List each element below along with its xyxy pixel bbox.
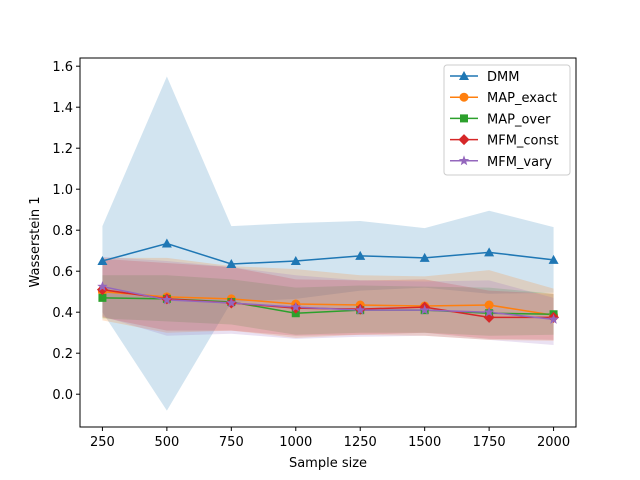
x-tick-label: 250 (90, 435, 115, 450)
mfm-vary-point (161, 294, 173, 305)
x-axis-ticks: 250 500 750 1000 1250 1500 1750 2000 (90, 427, 570, 450)
mfm-vary-point (97, 281, 108, 292)
dmm-point (226, 259, 237, 269)
y-tick-label: 0.8 (52, 224, 73, 239)
series-lines (102, 242, 554, 321)
map-over-point (98, 293, 107, 302)
legend-map-over-marker (460, 114, 468, 123)
legend-box (443, 64, 571, 176)
legend-map-exact-label: MAP_exact (487, 91, 557, 106)
y-tick-label: 1.2 (52, 142, 73, 157)
y-tick-label: 0.4 (52, 306, 73, 321)
legend-mfm-vary-marker (458, 155, 470, 166)
x-tick-label: 1250 (344, 435, 377, 450)
mfm-const-band (102, 258, 554, 340)
map-exact-line (102, 290, 554, 317)
plot-frame (79, 57, 577, 428)
legend-mfm-const-marker (458, 134, 470, 146)
mfm-vary-point (226, 297, 237, 308)
mfm-const-point (483, 311, 495, 323)
dmm-point (419, 252, 430, 262)
map-exact-band (102, 257, 554, 341)
legend: DMM MAP_exact MAP_over MFM_const MFM_vary (443, 64, 571, 176)
y-axis-ticks: 0.0 0.2 0.4 0.6 0.8 1.0 1.2 1.4 1.6 (52, 60, 80, 403)
dmm-point (484, 247, 495, 257)
dmm-line (102, 242, 554, 265)
mfm-vary-point (483, 306, 495, 317)
x-tick-label: 500 (154, 435, 179, 450)
dmm-point (161, 238, 172, 248)
dmm-point (97, 255, 108, 265)
mfm-vary-line (102, 285, 554, 321)
mfm-vary-point (419, 304, 430, 315)
mfm-vary-band (102, 256, 554, 345)
dmm-band (102, 76, 554, 411)
x-tick-label: 1500 (408, 435, 441, 450)
x-axis-label: Sample size (289, 456, 367, 471)
dmm-point (355, 250, 366, 260)
x-tick-label: 1750 (473, 435, 506, 450)
legend-map-over-label: MAP_over (487, 112, 551, 127)
dmm-point (290, 255, 301, 265)
x-tick-label: 2000 (537, 435, 570, 450)
map-over-band (102, 275, 554, 336)
map-exact-point (484, 300, 494, 310)
y-tick-label: 0.0 (52, 388, 73, 403)
confidence-bands (102, 76, 554, 411)
x-tick-label: 750 (219, 435, 244, 450)
x-tick-label: 1000 (279, 435, 312, 450)
mfm-const-point (96, 284, 108, 296)
y-tick-label: 0.2 (52, 347, 73, 362)
legend-dmm-label: DMM (487, 70, 519, 85)
mfm-vary-point (548, 313, 559, 324)
series-markers (96, 238, 560, 324)
legend-map-exact-marker (459, 92, 469, 102)
legend-mfm-const-label: MFM_const (487, 134, 559, 149)
y-tick-label: 0.6 (52, 265, 73, 280)
dmm-point (548, 254, 559, 264)
legend-dmm-marker (459, 71, 469, 80)
y-axis-label: Wasserstein 1 (28, 197, 43, 288)
mfm-vary-point (290, 301, 302, 312)
mfm-vary-point (354, 304, 366, 315)
y-tick-label: 1.0 (52, 183, 73, 198)
y-tick-label: 1.4 (52, 101, 73, 116)
legend-mfm-vary-label: MFM_vary (487, 155, 552, 170)
y-tick-label: 1.6 (52, 60, 73, 75)
